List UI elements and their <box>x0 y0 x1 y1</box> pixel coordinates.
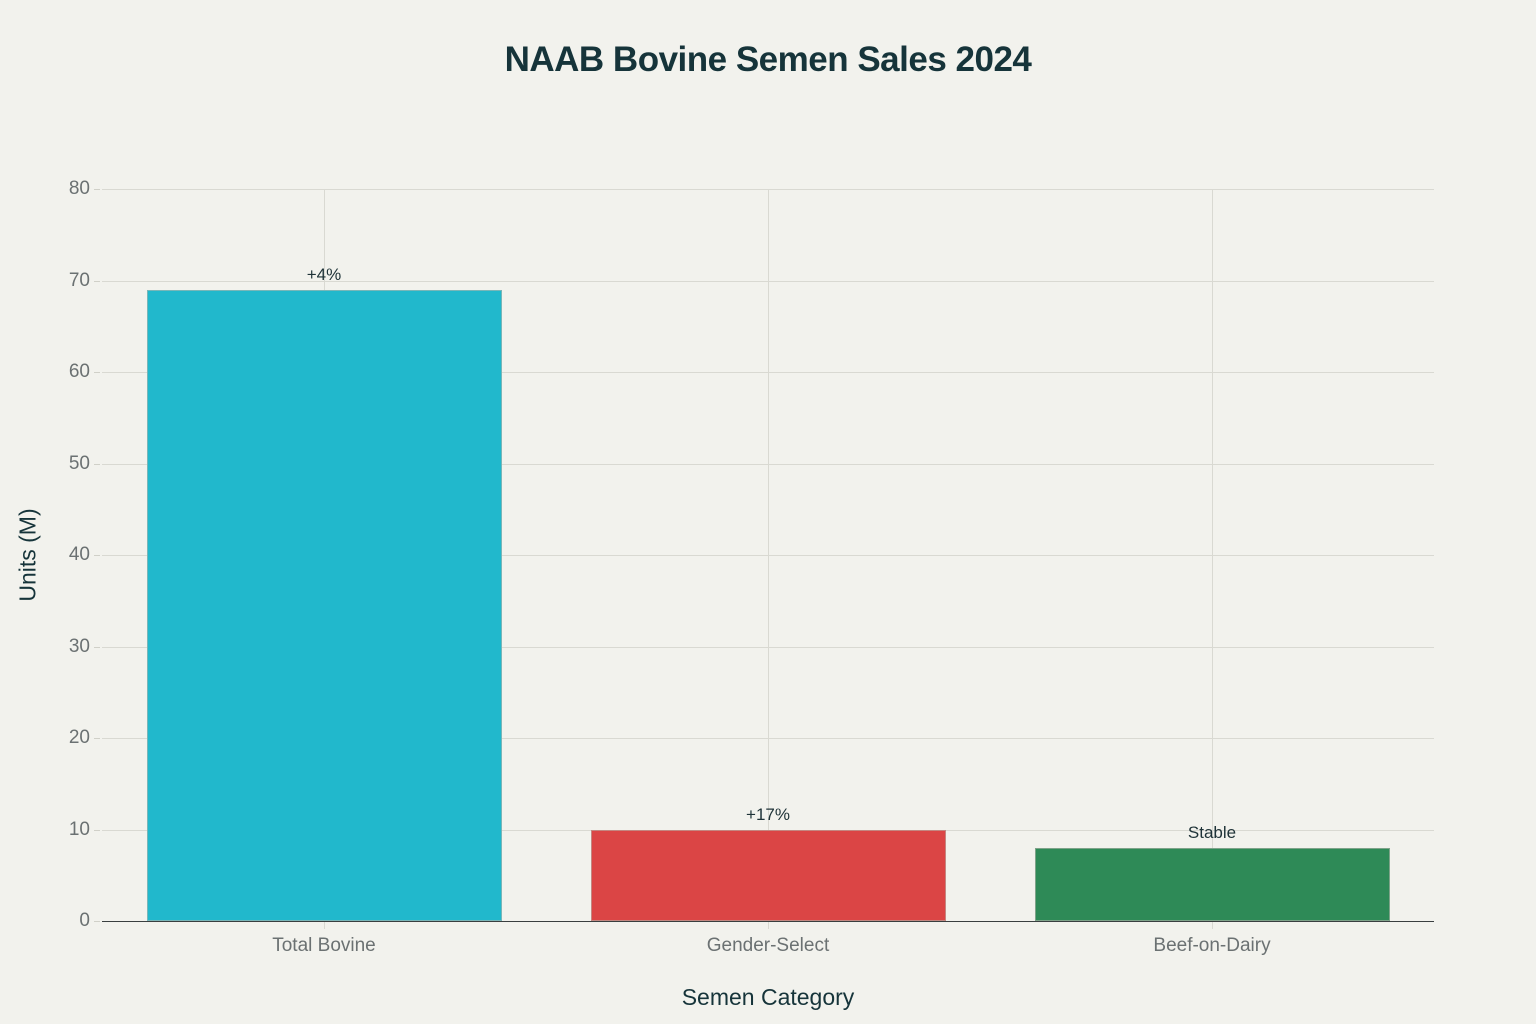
x-tick-label: Total Bovine <box>272 935 376 956</box>
bar-annotation: Stable <box>1187 822 1237 842</box>
x-gridline <box>1212 189 1213 929</box>
bar-beef-on-dairy[interactable] <box>1034 847 1390 921</box>
y-tick-mark <box>94 280 100 282</box>
x-tick-label: Gender-Select <box>706 935 830 956</box>
y-tick-label: 10 <box>68 818 90 840</box>
y-tick-mark <box>94 189 100 190</box>
y-tick-label: 40 <box>68 544 90 565</box>
bar-total-bovine[interactable] <box>146 289 502 921</box>
y-tick-mark <box>94 463 100 465</box>
y-tick-mark <box>94 921 100 922</box>
chart-title: NAAB Bovine Semen Sales 2024 <box>504 40 1032 79</box>
y-tick-label: 60 <box>68 361 90 382</box>
y-tick-label: 50 <box>68 452 90 474</box>
x-axis-title: Semen Category <box>681 984 855 1010</box>
x-gridline <box>768 189 769 929</box>
bar-gender-select[interactable] <box>590 829 946 921</box>
y-tick-mark <box>94 829 100 831</box>
y-tick-mark <box>94 555 100 556</box>
bar-annotation: +4% <box>306 264 342 284</box>
y-tick-label: 70 <box>68 269 90 291</box>
y-tick-label: 20 <box>68 727 90 748</box>
y-tick-label: 0 <box>79 910 90 931</box>
y-tick-mark <box>94 372 100 373</box>
y-tick-mark <box>94 738 100 739</box>
y-tick-mark <box>94 646 100 648</box>
y-tick-label: 80 <box>68 178 90 199</box>
bar-annotation: +17% <box>746 804 790 824</box>
x-tick-label: Beef-on-Dairy <box>1153 935 1271 956</box>
plot-area: +4% +17% Stable <box>94 189 1434 929</box>
x-axis-line <box>102 920 1434 922</box>
y-tick-label: 30 <box>68 635 90 657</box>
